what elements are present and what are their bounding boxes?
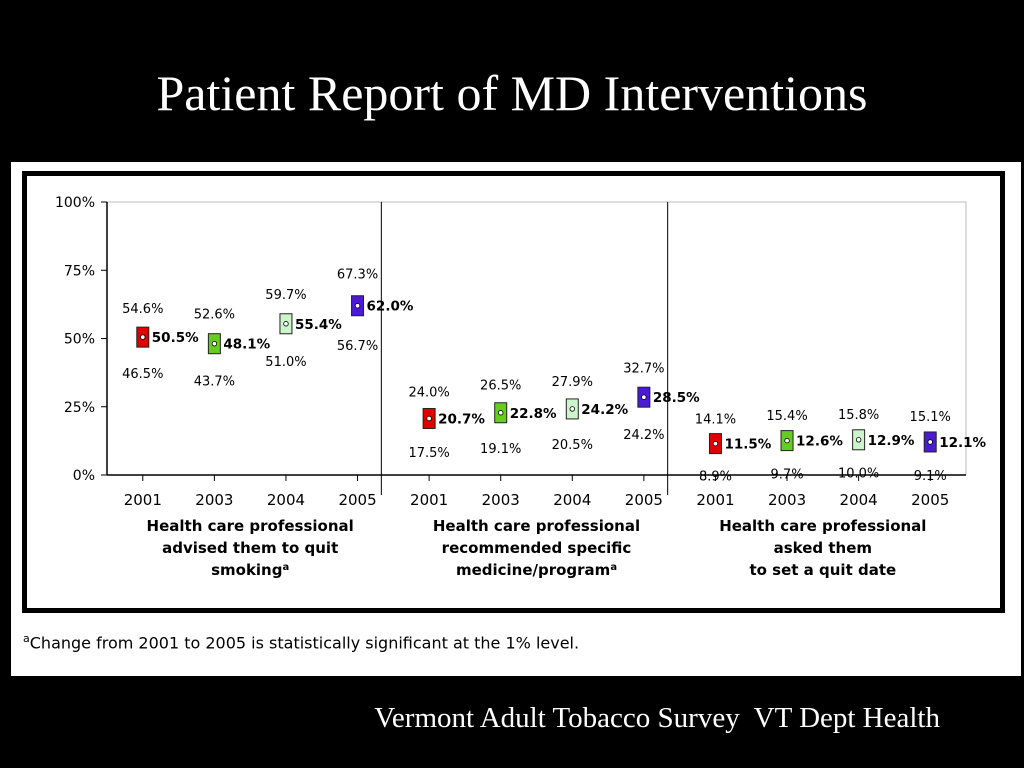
upper-bound-label: 14.1% bbox=[695, 413, 736, 428]
upper-bound-label: 54.6% bbox=[122, 302, 163, 317]
lower-bound-label: 10.0% bbox=[838, 467, 879, 482]
group-label-line: to set a quit date bbox=[749, 561, 896, 579]
upper-bound-label: 59.7% bbox=[265, 288, 306, 303]
x-tick-label: 2004 bbox=[267, 491, 305, 509]
estimate-point bbox=[140, 334, 146, 340]
estimate-label: 28.5% bbox=[653, 390, 700, 406]
estimate-point bbox=[283, 321, 289, 327]
footnote-marker: a bbox=[23, 632, 30, 645]
group-label-superscript: a bbox=[610, 562, 617, 573]
upper-bound-label: 52.6% bbox=[194, 307, 235, 322]
chart-panel: 0% 25% 50% 75% 100% 2001 50.5% 54.6% 46.5% 2003 48… bbox=[11, 162, 1021, 676]
x-tick-label: 2003 bbox=[768, 491, 806, 509]
group-label-line: recommended specific bbox=[442, 539, 632, 557]
estimate-label: 48.1% bbox=[223, 337, 270, 353]
chart-frame bbox=[22, 171, 1005, 613]
estimate-label: 50.5% bbox=[152, 330, 199, 346]
upper-bound-label: 32.7% bbox=[623, 362, 664, 377]
lower-bound-label: 24.2% bbox=[623, 428, 664, 443]
estimate-point bbox=[211, 340, 218, 347]
x-tick-label: 2004 bbox=[553, 491, 591, 509]
x-tick-label: 2004 bbox=[840, 491, 878, 509]
group-label-line: advised them to quit bbox=[162, 539, 338, 557]
lower-bound-label: 19.1% bbox=[480, 442, 521, 457]
upper-bound-label: 67.3% bbox=[337, 267, 378, 282]
upper-bound-label: 15.8% bbox=[838, 408, 879, 423]
lower-bound-label: 9.7% bbox=[771, 468, 804, 483]
estimate-label: 62.0% bbox=[367, 299, 414, 315]
estimate-label: 55.4% bbox=[295, 317, 342, 333]
source-credit: Vermont Adult Tobacco Survey VT Dept Hea… bbox=[374, 702, 940, 734]
estimate-point bbox=[641, 394, 647, 400]
upper-bound-label: 27.9% bbox=[552, 375, 593, 390]
x-tick-label: 2001 bbox=[124, 491, 162, 509]
estimate-label: 12.9% bbox=[868, 433, 915, 449]
x-tick-label: 2001 bbox=[410, 491, 448, 509]
estimate-label: 20.7% bbox=[438, 411, 485, 427]
x-tick-label: 2005 bbox=[911, 491, 949, 509]
lower-bound-label: 9.1% bbox=[914, 469, 947, 484]
group-label-line: Health care professional bbox=[433, 517, 640, 535]
estimate-label: 24.2% bbox=[581, 402, 628, 418]
estimate-point bbox=[426, 415, 432, 422]
lower-bound-label: 8.9% bbox=[699, 470, 732, 485]
upper-bound-label: 24.0% bbox=[408, 385, 449, 400]
x-tick-label: 2003 bbox=[195, 491, 233, 509]
footnote: aChange from 2001 to 2005 is statistical… bbox=[23, 632, 1003, 652]
group-label-line: asked them bbox=[774, 539, 872, 557]
group-label-line: smokinga bbox=[211, 561, 289, 579]
y-tick-label: 100% bbox=[55, 195, 95, 211]
group-label-line: Health care professional bbox=[719, 517, 926, 535]
group-label-line: medicine/programa bbox=[456, 561, 617, 579]
lower-bound-label: 17.5% bbox=[408, 446, 449, 461]
y-tick-label: 0% bbox=[73, 468, 95, 484]
footnote-text: Change from 2001 to 2005 is statisticall… bbox=[29, 633, 580, 653]
upper-bound-label: 26.5% bbox=[480, 379, 521, 394]
group-label-superscript: a bbox=[282, 562, 289, 573]
interventions-chart: 0% 25% 50% 75% 100% 2001 50.5% 54.6% 46.5% 2003 48… bbox=[55, 195, 987, 579]
estimate-point bbox=[354, 303, 361, 309]
y-tick-label: 75% bbox=[64, 263, 95, 279]
group-label-line: Health care professional bbox=[147, 517, 354, 535]
lower-bound-label: 20.5% bbox=[552, 438, 593, 453]
x-tick-label: 2003 bbox=[482, 491, 520, 509]
estimate-point bbox=[569, 406, 575, 412]
upper-bound-label: 15.1% bbox=[910, 410, 951, 425]
x-tick-label: 2005 bbox=[625, 491, 663, 509]
estimate-label: 11.5% bbox=[724, 437, 771, 453]
y-tick-label: 25% bbox=[64, 400, 95, 416]
lower-bound-label: 46.5% bbox=[122, 367, 163, 382]
estimate-point bbox=[927, 439, 933, 445]
lower-bound-label: 43.7% bbox=[194, 375, 235, 390]
x-tick-label: 2001 bbox=[696, 491, 734, 509]
estimate-point bbox=[784, 437, 790, 444]
slide-title: Patient Report of MD Interventions bbox=[156, 65, 868, 121]
estimate-point bbox=[855, 437, 862, 443]
estimate-label: 12.1% bbox=[939, 435, 986, 451]
estimate-label: 22.8% bbox=[510, 406, 557, 422]
estimate-label: 12.6% bbox=[796, 434, 843, 450]
upper-bound-label: 15.4% bbox=[766, 409, 807, 424]
y-tick-label: 50% bbox=[64, 332, 95, 348]
estimate-point bbox=[498, 410, 504, 416]
estimate-point bbox=[712, 440, 719, 447]
x-tick-label: 2005 bbox=[338, 491, 376, 509]
lower-bound-label: 56.7% bbox=[337, 339, 378, 354]
lower-bound-label: 51.0% bbox=[265, 355, 306, 370]
